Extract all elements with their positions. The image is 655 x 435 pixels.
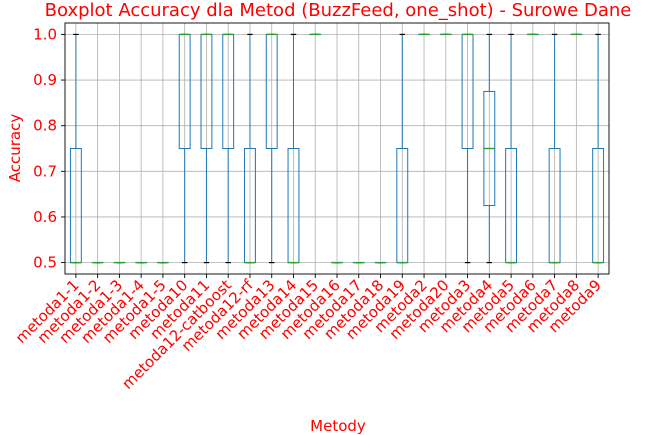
box-layer [69, 33, 605, 264]
y-tick-label: 0.7 [33, 162, 57, 180]
box-metoda10 [178, 33, 191, 264]
box-metoda19 [396, 33, 409, 264]
x-axis-label: Metody [310, 417, 366, 435]
y-tick-label: 0.8 [33, 117, 57, 135]
box-metoda3 [461, 33, 474, 264]
box-metoda11 [200, 33, 213, 264]
y-tick-label: 0.5 [33, 254, 57, 272]
chart-title: Boxplot Accuracy dla Metod (BuzzFeed, on… [45, 0, 632, 21]
box-metoda9 [592, 33, 605, 264]
y-axis-label: Accuracy [6, 114, 24, 183]
box-metoda14 [287, 33, 300, 264]
box-metoda12-catboost [222, 33, 235, 264]
y-tick-label: 1.0 [33, 25, 57, 43]
box-metoda1-1 [69, 33, 82, 264]
box-metoda12-rf [244, 33, 256, 264]
y-tick-label: 0.9 [33, 71, 57, 89]
grid-layer [65, 23, 609, 274]
box-metoda5 [505, 33, 518, 264]
box-metoda4 [483, 33, 496, 264]
box-metoda13 [265, 33, 278, 264]
tick-layer: 0.50.60.70.80.91.0metoda1-1metoda1-2meto… [12, 25, 605, 392]
box-metoda7 [548, 33, 561, 264]
y-tick-label: 0.6 [33, 208, 57, 226]
